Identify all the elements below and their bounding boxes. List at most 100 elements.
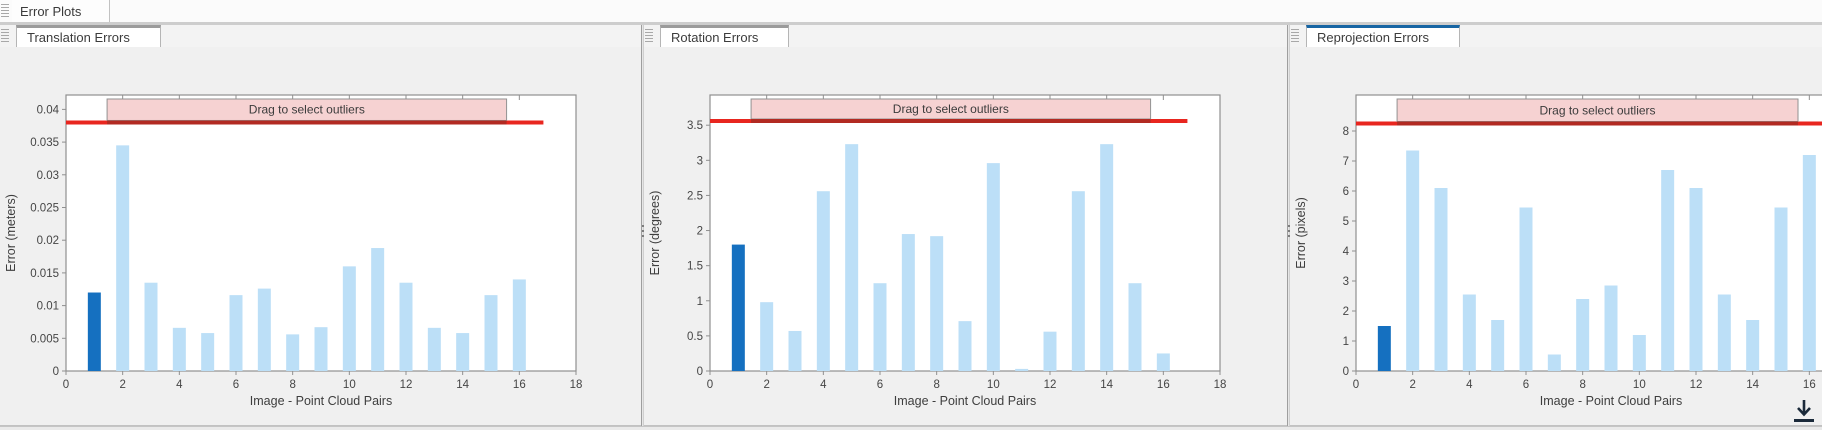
bar-pair-10[interactable] xyxy=(986,163,1000,371)
y-tick-label: 0.035 xyxy=(30,137,59,149)
bar-pair-1[interactable] xyxy=(87,292,101,371)
bar-pair-9[interactable] xyxy=(1604,285,1618,372)
x-tick-label: 6 xyxy=(1523,379,1529,391)
bar-pair-1[interactable] xyxy=(1377,326,1391,371)
y-tick-label: 0.005 xyxy=(30,333,59,345)
bar-pair-3[interactable] xyxy=(788,330,802,371)
tab-reprojection-errors[interactable]: Reprojection Errors xyxy=(1306,25,1460,47)
bar-pair-9[interactable] xyxy=(958,321,972,371)
x-tick-label: 12 xyxy=(400,379,413,391)
y-tick-label: 3 xyxy=(697,155,703,167)
x-tick-label: 8 xyxy=(289,379,295,391)
bar-pair-12[interactable] xyxy=(399,282,413,371)
x-tick-label: 12 xyxy=(1044,379,1057,391)
reprojection-tabbar: Reprojection Errors xyxy=(1290,25,1822,48)
bar-pair-4[interactable] xyxy=(172,327,186,371)
x-tick-label: 4 xyxy=(176,379,183,391)
drag-gripper-icon[interactable] xyxy=(1291,28,1299,44)
bar-pair-14[interactable] xyxy=(1100,144,1114,371)
panel-rotation-errors: Rotation Errors 0 2 4 6 8 10 12 14 16 18 0 0.5 1 1.5 2… xyxy=(644,25,1287,426)
translation-errors-chart: 0 2 4 6 8 10 12 14 16 18 0 0.005 0.01 0.015 0.02 0.025 0… xyxy=(4,94,583,408)
y-tick-label: 3 xyxy=(1343,276,1349,288)
drag-gripper-icon[interactable] xyxy=(1,28,9,44)
bar-pair-2[interactable] xyxy=(760,302,774,371)
bar-pair-14[interactable] xyxy=(1746,320,1760,371)
bar-pair-3[interactable] xyxy=(144,282,158,371)
x-tick-label: 14 xyxy=(1746,379,1759,391)
bar-pair-13[interactable] xyxy=(1717,294,1731,372)
tab-error-plots-label: Error Plots xyxy=(20,3,82,19)
y-tick-label: 0.025 xyxy=(30,202,59,214)
bar-pair-6[interactable] xyxy=(1519,207,1533,372)
bar-pair-16[interactable] xyxy=(1802,155,1816,371)
export-figure-button[interactable] xyxy=(1789,397,1819,427)
y-tick-label: 2 xyxy=(1343,306,1349,318)
y-tick-label: 7 xyxy=(1343,156,1349,168)
x-tick-label: 14 xyxy=(1100,379,1113,391)
x-tick-label: 16 xyxy=(1803,379,1816,391)
bar-pair-11[interactable] xyxy=(371,248,385,371)
bar-pair-12[interactable] xyxy=(1689,188,1703,371)
bar-pair-11[interactable] xyxy=(1661,170,1675,371)
y-tick-label: 2 xyxy=(697,226,703,238)
x-axis-label: Image - Point Cloud Pairs xyxy=(1540,394,1682,408)
bar-pair-1[interactable] xyxy=(731,244,745,371)
bar-pair-6[interactable] xyxy=(873,283,887,371)
y-tick-label: 1 xyxy=(697,296,703,308)
x-tick-label: 10 xyxy=(1633,379,1646,391)
bar-pair-8[interactable] xyxy=(286,334,300,371)
y-tick-label: 2.5 xyxy=(687,190,703,202)
tab-translation-errors[interactable]: Translation Errors xyxy=(16,25,161,47)
x-tick-label: 8 xyxy=(933,379,939,391)
bar-pair-9[interactable] xyxy=(314,327,328,371)
y-tick-label: 0.04 xyxy=(37,104,60,116)
bar-pair-16[interactable] xyxy=(512,279,526,371)
y-axis-label: Error (meters) xyxy=(4,194,18,272)
bar-pair-4[interactable] xyxy=(816,191,830,371)
drag-gripper-icon[interactable] xyxy=(1,3,9,19)
bar-pair-14[interactable] xyxy=(456,333,470,371)
tab-reprojection-errors-label: Reprojection Errors xyxy=(1317,30,1429,45)
bar-pair-10[interactable] xyxy=(1632,335,1646,371)
bar-pair-5[interactable] xyxy=(1491,320,1505,371)
y-tick-label: 0.01 xyxy=(37,301,59,313)
y-tick-label: 0.03 xyxy=(37,170,59,182)
drag-gripper-icon[interactable] xyxy=(645,28,653,44)
x-tick-label: 18 xyxy=(570,379,583,391)
rotation-chart-area: 0 2 4 6 8 10 12 14 16 18 0 0.5 1 1.5 2 2.5 3 3.5 Image - P… xyxy=(644,47,1287,425)
bar-pair-10[interactable] xyxy=(342,266,356,371)
bar-pair-6[interactable] xyxy=(229,295,243,371)
bar-pair-15[interactable] xyxy=(484,295,498,371)
bar-pair-7[interactable] xyxy=(257,288,271,371)
bar-pair-5[interactable] xyxy=(201,333,215,371)
x-tick-label: 0 xyxy=(707,379,713,391)
x-axis-label: Image - Point Cloud Pairs xyxy=(894,394,1036,408)
bar-pair-15[interactable] xyxy=(1774,207,1788,372)
outlier-banner-label: Drag to select outliers xyxy=(893,102,1009,116)
bar-pair-3[interactable] xyxy=(1434,188,1448,371)
bar-pair-12[interactable] xyxy=(1043,331,1057,371)
panel-splitter[interactable] xyxy=(641,25,644,426)
tab-rotation-errors[interactable]: Rotation Errors xyxy=(660,25,790,47)
bar-pair-8[interactable] xyxy=(1576,299,1590,371)
bar-pair-5[interactable] xyxy=(845,144,859,371)
bar-pair-7[interactable] xyxy=(901,234,915,371)
x-tick-label: 14 xyxy=(456,379,469,391)
bar-pair-2[interactable] xyxy=(116,145,130,371)
y-tick-label: 4 xyxy=(1343,246,1350,258)
bar-pair-2[interactable] xyxy=(1406,150,1420,372)
bar-pair-8[interactable] xyxy=(930,236,944,371)
bar-pair-16[interactable] xyxy=(1156,353,1170,371)
document-tabbar: Error Plots xyxy=(0,0,1822,25)
panel-splitter[interactable] xyxy=(1287,25,1290,426)
translation-chart-area: 0 2 4 6 8 10 12 14 16 18 0 0.005 0.01 0.015 0.02 0.025 0… xyxy=(0,47,641,425)
bar-pair-4[interactable] xyxy=(1462,294,1476,372)
bar-pair-13[interactable] xyxy=(427,327,441,371)
bar-pair-11[interactable] xyxy=(1015,368,1029,371)
tab-error-plots[interactable]: Error Plots xyxy=(12,0,111,22)
x-tick-label: 4 xyxy=(820,379,827,391)
bar-pair-15[interactable] xyxy=(1128,283,1142,371)
bar-pair-13[interactable] xyxy=(1071,191,1085,371)
y-axis-label: Error (degrees) xyxy=(648,191,662,276)
bar-pair-7[interactable] xyxy=(1547,354,1561,372)
